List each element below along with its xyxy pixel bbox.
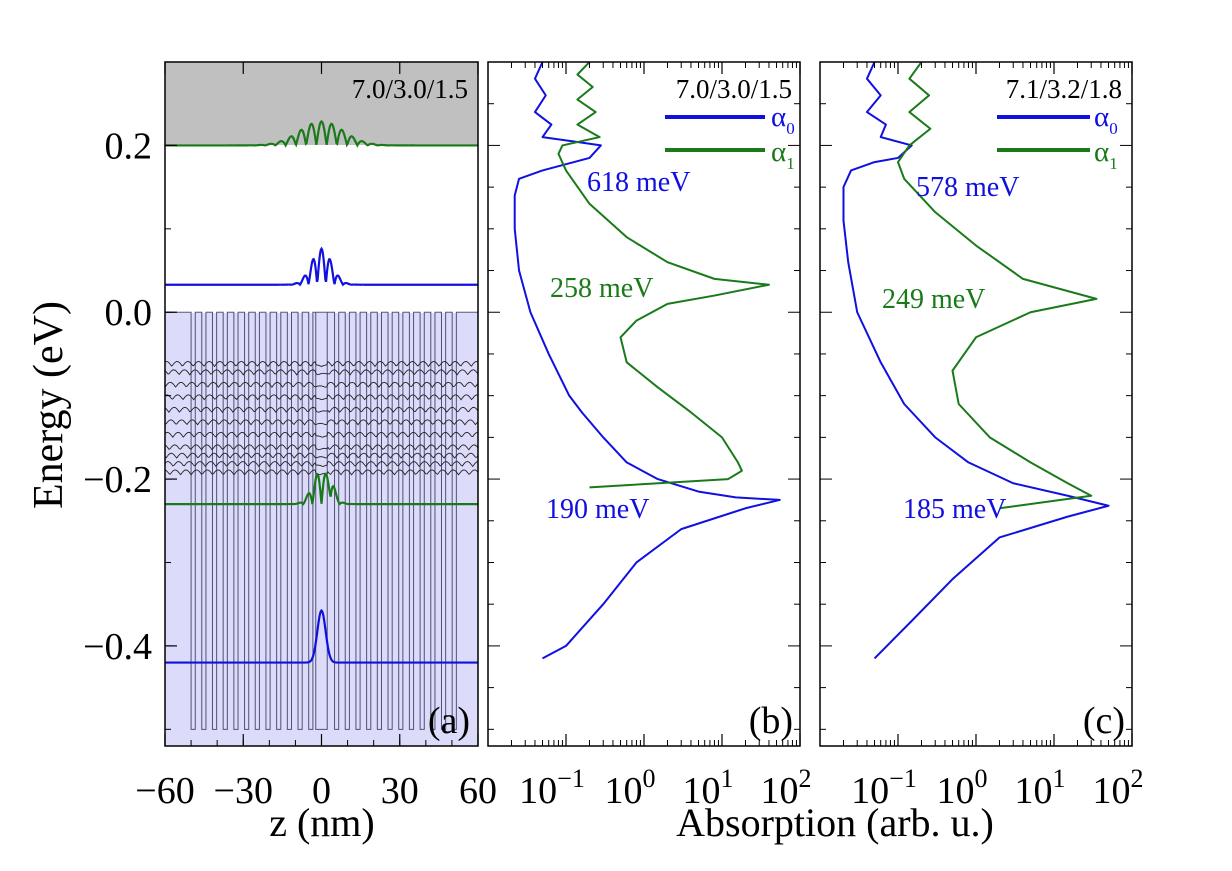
y-tick-label: −0.4 xyxy=(83,626,152,668)
legend-label-alpha0-c: α0 xyxy=(1094,101,1118,138)
state-level-2 xyxy=(165,472,478,506)
ticks-c: 10−1 100 101 102 xyxy=(820,61,1144,812)
y-tick-label: 0.0 xyxy=(105,292,153,334)
x-tick-label: 100 xyxy=(605,764,656,812)
panel-title-c: 7.1/3.2/1.8 xyxy=(1006,74,1122,104)
miniband-state xyxy=(165,381,478,389)
bound-states xyxy=(165,120,478,664)
ticks-a: −60 −30 0 30 60 −0.4 −0.2 0.0 0.2 xyxy=(83,61,497,812)
x-tick-label: 10−1 xyxy=(851,764,917,812)
x-tick-label: 100 xyxy=(937,764,988,812)
x-tick-label-a: −60 xyxy=(135,770,194,812)
annotation-185: 185 meV xyxy=(903,494,1006,525)
y-tick-label: −0.2 xyxy=(83,459,152,501)
continuum-region xyxy=(165,62,478,145)
miniband-state xyxy=(165,369,478,376)
x-axis-label-a: z (nm) xyxy=(269,800,375,845)
series-alpha1 xyxy=(897,62,1098,510)
absorption-curves-b xyxy=(513,62,781,660)
x-tick-label-a: 30 xyxy=(381,770,419,812)
miniband-state xyxy=(165,452,478,459)
absorption-curves-c xyxy=(842,62,1110,660)
legend-label-alpha1-b: α1 xyxy=(771,136,795,173)
series-alpha1 xyxy=(557,62,770,489)
x-axis-label-bc: Absorption (arb. u.) xyxy=(676,800,994,845)
x-tick-label-a: 0 xyxy=(312,770,331,812)
series-alpha0 xyxy=(842,62,1110,660)
miniband-state xyxy=(165,394,478,401)
x-tick-label: 102 xyxy=(1093,764,1144,812)
y-tick-label: 0.2 xyxy=(105,125,153,167)
panel-title-b: 7.0/3.0/1.5 xyxy=(676,74,792,104)
x-tick-label: 101 xyxy=(683,764,734,812)
x-tick-label: 101 xyxy=(1015,764,1066,812)
miniband-state xyxy=(165,406,478,414)
legend-c: α0 α1 xyxy=(997,101,1118,173)
y-axis-label: Energy (eV) xyxy=(26,301,72,509)
x-tick-label: 102 xyxy=(761,764,812,812)
plot-frame-b xyxy=(487,61,801,747)
legend-label-alpha1-c: α1 xyxy=(1094,136,1118,173)
panel-c: 10−1 100 101 102 7.1/3.2/1.8 α0 α1 578 meV … xyxy=(819,61,1144,812)
legend-b: α0 α1 xyxy=(665,101,795,173)
annotation-258: 258 meV xyxy=(550,273,653,304)
quantum-well-profile xyxy=(165,311,478,730)
state-level-3 xyxy=(165,246,478,287)
well-profile-line xyxy=(165,311,478,730)
miniband-state xyxy=(165,461,478,468)
panel-b: 10−1 100 101 102 7.0/3.0/1.5 α0 α1 618 meV … xyxy=(487,61,812,812)
panel-label-b: (b) xyxy=(749,700,793,742)
miniband-state xyxy=(165,361,478,368)
panel-a: −60 −30 0 30 60 −0.4 −0.2 0.0 0.2 7.0/3.0/1.5 (a… xyxy=(83,61,497,812)
x-tick-label: 10−1 xyxy=(519,764,585,812)
x-tick-label-a: −30 xyxy=(214,770,273,812)
miniband-state xyxy=(165,444,478,451)
state-ground xyxy=(165,609,478,664)
annotation-578: 578 meV xyxy=(916,172,1019,203)
annotation-249: 249 meV xyxy=(882,284,985,315)
x-tick-label-a: 60 xyxy=(459,770,497,812)
annotation-190: 190 meV xyxy=(546,494,649,525)
ticks-b: 10−1 100 101 102 xyxy=(488,61,812,812)
legend-label-alpha0-b: α0 xyxy=(771,101,795,138)
panel-label-a: (a) xyxy=(428,700,470,742)
miniband-states xyxy=(165,361,478,476)
state-continuum-state xyxy=(165,120,478,148)
panel-label-c: (c) xyxy=(1083,700,1125,742)
central-well xyxy=(315,312,328,730)
miniband-state xyxy=(165,469,478,476)
series-alpha0 xyxy=(513,62,781,660)
miniband-state xyxy=(165,419,478,426)
annotation-618: 618 meV xyxy=(587,167,690,198)
miniband-state xyxy=(165,431,478,439)
panel-title-a: 7.0/3.0/1.5 xyxy=(352,74,468,104)
